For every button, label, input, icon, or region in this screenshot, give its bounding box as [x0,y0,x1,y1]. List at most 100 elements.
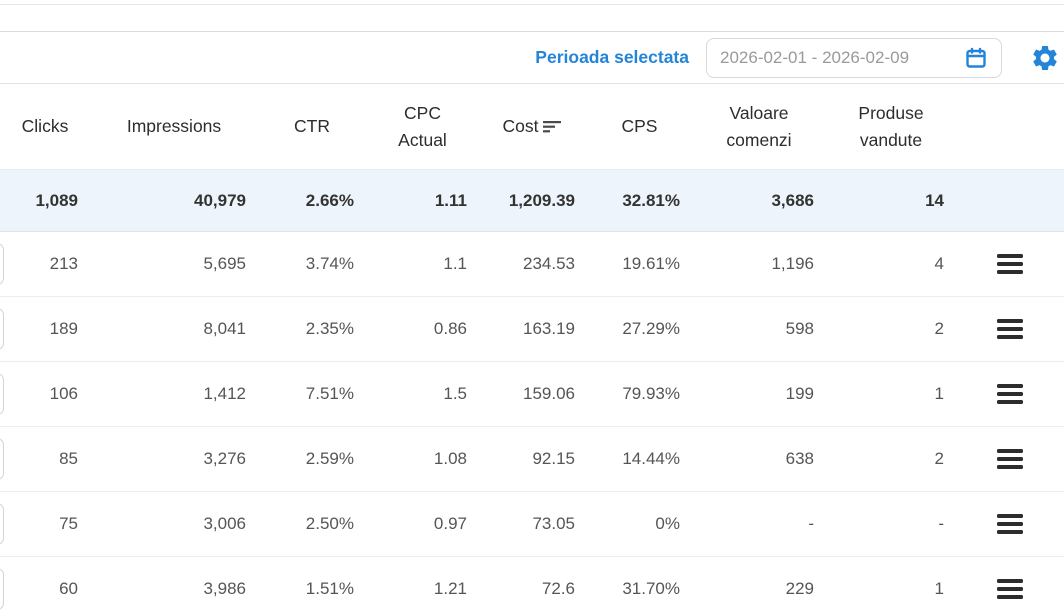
date-range-value: 2026-02-01 - 2026-02-09 [720,47,910,67]
period-label: Perioada selectata [535,47,689,67]
hamburger-icon [997,514,1023,518]
summary-cpc: 1.11 [434,190,467,210]
hamburger-icon [997,449,1023,453]
table-row: 213 5,695 3.74% 1.1 234.53 19.61% 1,196 … [0,232,1064,297]
hamburger-icon [997,384,1023,388]
table-body: 213 5,695 3.74% 1.1 234.53 19.61% 1,196 … [0,232,1064,616]
cell-ctr: 1.51% [305,579,354,598]
hamburger-icon [997,254,1023,258]
table-header-row: Clicks Impressions CTR CPC Actual Cost C… [0,84,1064,170]
cell-valoare: 1,196 [771,254,814,273]
cell-impressions: 3,276 [203,449,246,468]
column-header-valoare-comenzi[interactable]: Valoare comenzi [726,102,792,150]
cell-clicks: 85 [59,449,78,468]
cell-impressions: 5,695 [203,254,246,273]
cell-cpc: 1.5 [443,384,467,403]
cell-cost: 72.6 [541,579,575,598]
summary-cps: 32.81% [622,190,680,210]
cell-cps: 14.44% [622,449,680,468]
table-row: 85 3,276 2.59% 1.08 92.15 14.44% 638 2 [0,427,1064,492]
calendar-icon[interactable] [964,46,988,70]
settings-button[interactable] [1030,43,1060,73]
table-row: 106 1,412 7.51% 1.5 159.06 79.93% 199 1 [0,362,1064,427]
summary-produse: 14 [925,190,944,210]
summary-impressions: 40,979 [194,190,246,210]
cell-clicks: 189 [49,319,78,338]
cell-valoare: - [808,514,814,533]
cell-ctr: 2.59% [305,449,354,468]
cell-valoare: 199 [785,384,814,403]
cell-cps: 0% [655,514,680,533]
row-menu-button[interactable] [997,449,1023,469]
top-divider [0,0,1064,5]
row-menu-button[interactable] [997,319,1023,339]
column-header-produse-vandute[interactable]: Produse vandute [858,102,924,150]
cell-produse: 1 [934,384,944,403]
cell-ctr: 2.50% [305,514,354,533]
summary-clicks: 1,089 [35,190,78,210]
cell-clicks: 213 [49,254,78,273]
column-header-cost[interactable]: Cost [479,113,587,140]
cell-cps: 19.61% [622,254,680,273]
cell-produse: 1 [934,579,944,598]
cell-cps: 79.93% [622,384,680,403]
cell-produse: 4 [934,254,944,273]
row-menu-button[interactable] [997,514,1023,534]
cell-clicks: 75 [59,514,78,533]
cell-impressions: 8,041 [203,319,246,338]
cell-cpc: 1.21 [433,579,467,598]
summary-row: 1,089 40,979 2.66% 1.11 1,209.39 32.81% … [0,170,1064,232]
hamburger-icon [997,319,1023,323]
cell-valoare: 638 [785,449,814,468]
cell-produse: - [938,514,944,533]
cell-clicks: 60 [59,579,78,598]
cell-impressions: 3,006 [203,514,246,533]
sort-descending-icon[interactable] [543,119,563,134]
cell-ctr: 7.51% [305,384,354,403]
table-row: 60 3,986 1.51% 1.21 72.6 31.70% 229 1 [0,557,1064,616]
row-menu-button[interactable] [997,254,1023,274]
table-row: 189 8,041 2.35% 0.86 163.19 27.29% 598 2 [0,297,1064,362]
cell-cpc: 0.97 [433,514,467,533]
cell-valoare: 229 [785,579,814,598]
cell-cps: 27.29% [622,319,680,338]
row-menu-button[interactable] [997,384,1023,404]
gear-icon [1030,43,1060,73]
column-header-clicks[interactable]: Clicks [21,116,69,136]
cell-cost: 92.15 [532,449,575,468]
table-row: 75 3,006 2.50% 0.97 73.05 0% - - [0,492,1064,557]
cell-cost: 73.05 [532,514,575,533]
cell-valoare: 598 [785,319,814,338]
toolbar: Perioada selectata 2026-02-01 - 2026-02-… [0,31,1064,84]
summary-cost: 1,209.39 [508,190,575,210]
cell-cost: 159.06 [523,384,575,403]
cell-impressions: 1,412 [203,384,246,403]
row-thumbnail-cutoff [0,503,4,545]
cell-cps: 31.70% [622,579,680,598]
summary-valoare: 3,686 [771,190,814,210]
row-thumbnail-cutoff [0,243,4,285]
cell-cpc: 1.1 [443,254,467,273]
row-thumbnail-cutoff [0,308,4,350]
row-thumbnail-cutoff [0,438,4,480]
cell-cost: 234.53 [523,254,575,273]
cell-clicks: 106 [49,384,78,403]
cell-ctr: 2.35% [305,319,354,338]
column-header-ctr[interactable]: CTR [294,116,330,136]
row-thumbnail-cutoff [0,373,4,415]
hamburger-icon [997,579,1023,583]
summary-ctr: 2.66% [305,190,354,210]
cell-ctr: 3.74% [305,254,354,273]
date-range-input[interactable]: 2026-02-01 - 2026-02-09 [706,37,1002,78]
column-header-cps[interactable]: CPS [621,116,658,136]
panel-gap [0,5,1064,31]
cell-produse: 2 [934,319,944,338]
row-menu-button[interactable] [997,579,1023,599]
cell-cpc: 1.08 [433,449,467,468]
cell-impressions: 3,986 [203,579,246,598]
row-thumbnail-cutoff [0,568,4,610]
cell-produse: 2 [934,449,944,468]
column-header-impressions[interactable]: Impressions [126,116,222,136]
column-header-cpc-actual[interactable]: CPC Actual [398,102,447,150]
cell-cpc: 0.86 [433,319,467,338]
